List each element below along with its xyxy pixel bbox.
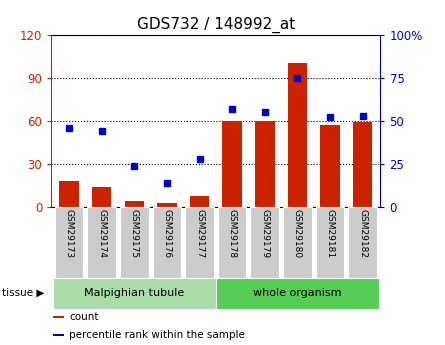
Title: GDS732 / 148992_at: GDS732 / 148992_at (137, 17, 295, 33)
Text: GSM29174: GSM29174 (97, 209, 106, 258)
FancyBboxPatch shape (53, 278, 216, 309)
Bar (125, 201, 144, 207)
FancyBboxPatch shape (348, 207, 377, 278)
FancyBboxPatch shape (120, 207, 149, 278)
Bar (287, 63, 307, 207)
Text: GSM29178: GSM29178 (228, 209, 237, 258)
Bar (255, 121, 275, 207)
Text: GSM29173: GSM29173 (65, 209, 73, 258)
FancyBboxPatch shape (251, 207, 279, 278)
FancyBboxPatch shape (55, 207, 84, 278)
Bar (53, 334, 65, 336)
Bar (92, 187, 112, 207)
Text: GSM29179: GSM29179 (260, 209, 269, 258)
Text: count: count (69, 312, 99, 322)
Text: GSM29182: GSM29182 (358, 209, 367, 258)
FancyBboxPatch shape (218, 207, 247, 278)
FancyBboxPatch shape (316, 207, 344, 278)
Text: GSM29176: GSM29176 (162, 209, 171, 258)
Text: tissue ▶: tissue ▶ (2, 288, 44, 298)
FancyBboxPatch shape (153, 207, 181, 278)
Text: Malpighian tubule: Malpighian tubule (84, 288, 184, 298)
FancyBboxPatch shape (283, 207, 311, 278)
FancyBboxPatch shape (216, 278, 379, 309)
Bar (222, 121, 242, 207)
Bar (157, 203, 177, 207)
Text: GSM29181: GSM29181 (325, 209, 335, 258)
Text: GSM29180: GSM29180 (293, 209, 302, 258)
FancyBboxPatch shape (185, 207, 214, 278)
Bar (53, 316, 65, 318)
FancyBboxPatch shape (87, 207, 116, 278)
Bar (353, 122, 372, 207)
Bar (320, 125, 340, 207)
Text: percentile rank within the sample: percentile rank within the sample (69, 330, 245, 340)
Text: GSM29177: GSM29177 (195, 209, 204, 258)
Text: whole organism: whole organism (253, 288, 342, 298)
Text: GSM29175: GSM29175 (130, 209, 139, 258)
Bar (190, 196, 209, 207)
Bar (59, 181, 79, 207)
